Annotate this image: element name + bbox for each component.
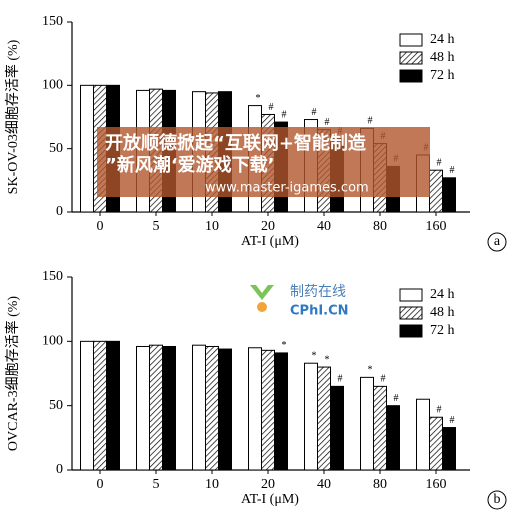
legend-label: 48 h (430, 305, 455, 320)
legend-swatch (399, 51, 423, 65)
bar (330, 385, 344, 471)
x-tick-label: 160 (426, 477, 447, 492)
watermark-banner (97, 127, 430, 197)
panel-label: b (494, 492, 501, 507)
x-tick-label: 40 (317, 477, 331, 492)
x-tick-label: 80 (373, 477, 387, 492)
y-tick-label: 50 (49, 141, 63, 156)
significance-mark: # (450, 415, 455, 426)
watermark-logo-cn: 制药在线 (290, 284, 346, 300)
bar (80, 84, 94, 213)
y-tick-label: 150 (42, 14, 63, 29)
significance-mark: * (325, 354, 330, 365)
bar (360, 376, 374, 471)
y-tick-label: 100 (42, 334, 63, 349)
legend-swatch (399, 288, 423, 302)
x-tick-label: 160 (426, 219, 447, 234)
y-tick-label: 150 (42, 269, 63, 284)
significance-mark: * (282, 340, 287, 351)
bar (162, 345, 176, 471)
y-axis-title: SK-OV-03细胞存活率 (%) (4, 39, 21, 194)
x-tick-label: 0 (97, 477, 104, 492)
x-tick-label: 80 (373, 219, 387, 234)
logo-icon (250, 285, 274, 300)
legend-label: 72 h (430, 68, 455, 83)
watermark-text: 开放顺德掀起“互联网+智能制造 (105, 132, 366, 154)
legend-swatch (399, 69, 423, 83)
significance-mark: * (312, 351, 317, 362)
bar (386, 405, 400, 471)
legend-label: 24 h (430, 287, 455, 302)
x-tick-label: 5 (153, 219, 160, 234)
bar (80, 340, 94, 471)
bar (93, 340, 107, 471)
bar (317, 366, 331, 471)
watermark-logo-en: CPhI.CN (290, 304, 349, 319)
significance-mark: # (325, 117, 330, 128)
bar (274, 352, 288, 471)
panel-label-circle (487, 232, 507, 252)
bar (429, 416, 443, 471)
bar (106, 340, 120, 471)
bar (442, 177, 456, 213)
watermark-text: ”新风潮‘爱游戏下载’ (105, 154, 275, 176)
x-tick-label: 40 (317, 219, 331, 234)
legend-swatch (399, 324, 423, 338)
bar (248, 347, 262, 471)
significance-mark: # (368, 116, 373, 127)
x-tick-label: 10 (205, 219, 219, 234)
panel-label: a (494, 234, 501, 249)
significance-mark: # (437, 157, 442, 168)
y-tick-label: 0 (56, 204, 63, 219)
y-tick-label: 50 (49, 398, 63, 413)
significance-mark: # (282, 109, 287, 120)
bar (149, 344, 163, 471)
legend-swatch (399, 306, 423, 320)
legend-label: 72 h (430, 323, 455, 338)
y-tick-label: 0 (56, 462, 63, 477)
bar (442, 427, 456, 471)
x-tick-label: 20 (261, 219, 275, 234)
bar (218, 348, 232, 471)
x-axis-title: AT-I (μM) (241, 492, 299, 507)
x-tick-label: 10 (205, 477, 219, 492)
bar (136, 345, 150, 471)
significance-mark: # (450, 165, 455, 176)
x-axis-title: AT-I (μM) (241, 234, 299, 249)
legend-swatch (399, 33, 423, 47)
panel-label-circle (487, 490, 507, 510)
watermark-url: www.master-igames.com (205, 181, 369, 196)
y-tick-label: 100 (42, 78, 63, 93)
bar (261, 349, 275, 471)
significance-mark: # (437, 405, 442, 416)
legend-label: 24 h (430, 32, 455, 47)
significance-mark: # (381, 374, 386, 385)
bar (429, 169, 443, 213)
significance-mark: * (368, 365, 373, 376)
bar (373, 385, 387, 471)
significance-mark: # (338, 374, 343, 385)
bar (416, 398, 430, 471)
x-tick-label: 5 (153, 477, 160, 492)
x-tick-label: 0 (97, 219, 104, 234)
bar (205, 345, 219, 471)
bar (304, 362, 318, 471)
significance-mark: # (312, 107, 317, 118)
bar (192, 344, 206, 471)
legend-label: 48 h (430, 50, 455, 65)
significance-mark: # (394, 393, 399, 404)
y-axis-title: OVCAR-3细胞存活率 (%) (4, 296, 21, 451)
significance-mark: * (256, 93, 261, 104)
significance-mark: # (269, 102, 274, 113)
logo-dot (257, 302, 267, 312)
x-tick-label: 20 (261, 477, 275, 492)
